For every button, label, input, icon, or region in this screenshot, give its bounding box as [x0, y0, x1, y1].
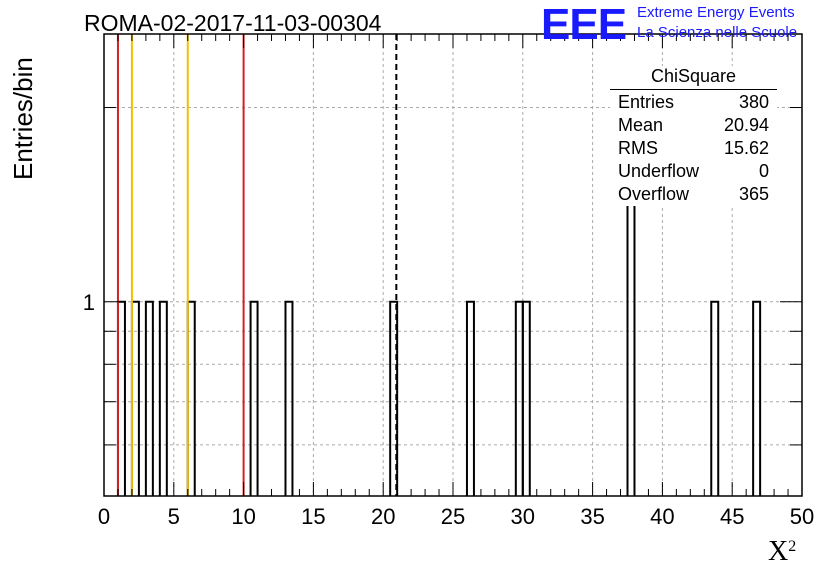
stats-row: RMS 15.62 — [610, 137, 777, 160]
histogram-bar — [752, 300, 762, 496]
x-tick-label: 5 — [168, 504, 180, 529]
x-tick-label: 50 — [790, 504, 814, 529]
histogram-bar — [249, 300, 259, 496]
logo-line-2: La Scienza nelle Scuole — [637, 24, 798, 41]
x-tick-label: 35 — [580, 504, 604, 529]
histogram-bar — [158, 300, 168, 496]
histogram-bar — [710, 300, 720, 496]
stats-label: Entries — [618, 92, 675, 112]
stats-value: 20.94 — [723, 115, 769, 135]
x-tick-label: 15 — [301, 504, 325, 529]
histogram-bar — [144, 300, 154, 496]
stats-label: Mean — [618, 115, 664, 135]
stats-row: Overflow 365 — [610, 183, 777, 206]
x-tick-label: 40 — [650, 504, 674, 529]
chart-title: ROMA-02-2017-11-03-00304 — [84, 10, 382, 36]
stats-value: 0 — [758, 161, 769, 181]
x-tick-label: 25 — [441, 504, 465, 529]
stats-value: 15.62 — [723, 138, 769, 158]
stats-value: 380 — [738, 92, 769, 112]
eee-logo: EEE — [541, 0, 627, 49]
histogram-bar — [465, 300, 475, 496]
stats-row: Entries 380 — [610, 91, 777, 114]
logo-line-1: Extreme Energy Events — [637, 4, 795, 21]
histogram-bar — [284, 300, 294, 496]
x-axis-label: X2 — [768, 536, 797, 567]
x-tick-label: 45 — [720, 504, 744, 529]
stats-label: Overflow — [618, 184, 690, 204]
x-tick-label: 10 — [231, 504, 255, 529]
stats-row: Mean 20.94 — [610, 114, 777, 137]
stats-title: ChiSquare — [610, 66, 777, 90]
x-tick-label: 20 — [371, 504, 395, 529]
stats-label: RMS — [618, 138, 658, 158]
y-tick-label: 1 — [83, 290, 95, 315]
stats-box: ChiSquare Entries 380 Mean 20.94 RMS 15.62 … — [610, 66, 777, 206]
stats-value: 365 — [738, 184, 769, 204]
y-axis-label: Entries/bin — [8, 57, 38, 180]
stats-row: Underflow 0 — [610, 160, 777, 183]
histogram-bar — [521, 300, 531, 496]
x-tick-label: 0 — [98, 504, 110, 529]
x-tick-label: 30 — [511, 504, 535, 529]
stats-label: Underflow — [618, 161, 700, 181]
